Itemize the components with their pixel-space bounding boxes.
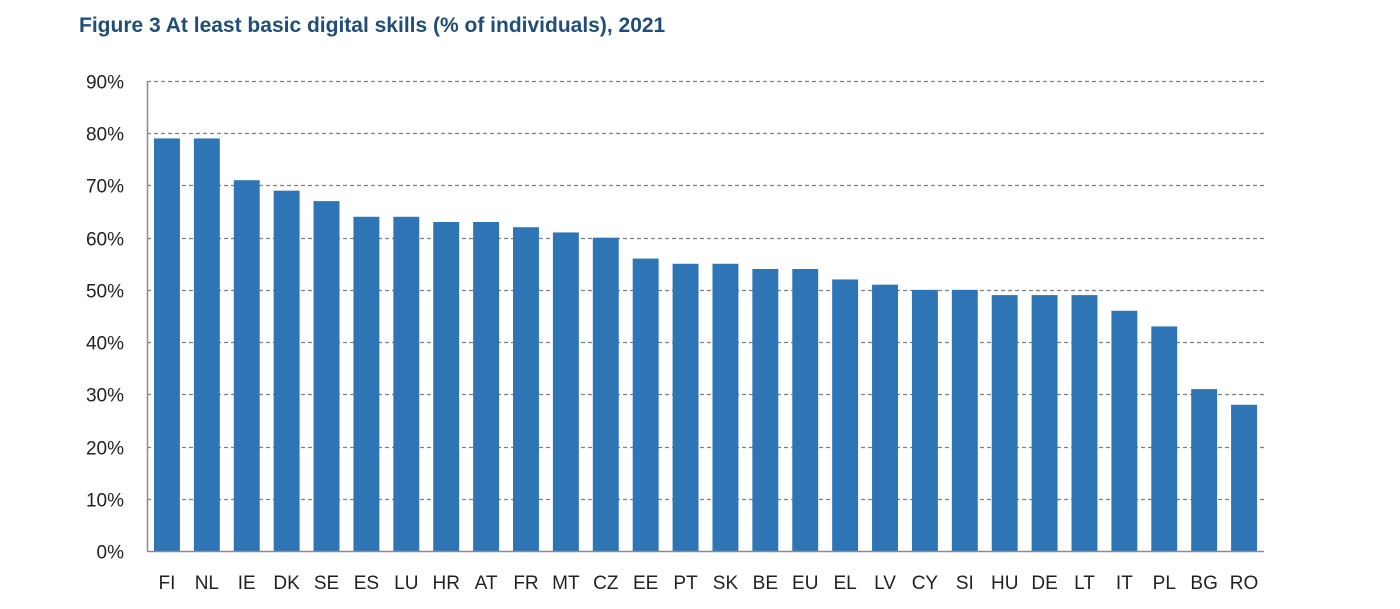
y-tick-label: 60% [86, 230, 124, 251]
y-tick-label: 80% [86, 125, 124, 146]
y-tick-label: 20% [86, 439, 124, 460]
bar-pt [672, 263, 699, 551]
x-tick-label: NL [195, 573, 219, 594]
y-tick-label: 70% [86, 177, 124, 198]
bar-ro [1231, 404, 1258, 551]
bar-si [951, 289, 978, 551]
x-tick-label: SK [713, 573, 739, 594]
bar-at [473, 222, 500, 551]
y-tick-label: 90% [86, 73, 124, 94]
chart-title: Figure 3 At least basic digital skills (… [79, 14, 666, 37]
bar-fi [153, 138, 180, 551]
bar-cy [911, 289, 938, 551]
x-tick-label: EL [834, 573, 857, 594]
x-tick-label: FI [159, 573, 176, 594]
bar-lu [393, 216, 420, 551]
bar-de [1031, 295, 1058, 551]
bar-es [353, 216, 380, 551]
x-tick-label: IT [1116, 573, 1133, 594]
y-tick-label: 30% [86, 386, 124, 407]
x-tick-label: SE [314, 573, 339, 594]
bar-ee [632, 258, 659, 551]
bar-lt [1071, 295, 1098, 551]
bar-lv [872, 284, 898, 551]
x-tick-label: MT [552, 573, 580, 594]
x-tick-label: BG [1190, 573, 1217, 594]
x-tick-label: BE [753, 573, 778, 594]
y-tick-label: 10% [86, 491, 124, 512]
x-tick-label: DK [273, 573, 300, 594]
bar-eu [792, 269, 819, 551]
y-tick-label: 40% [86, 334, 124, 355]
x-tick-label: LT [1074, 573, 1095, 594]
y-tick-label: 50% [86, 282, 124, 303]
x-tick-label: CY [912, 573, 939, 594]
bar-el [832, 279, 859, 551]
x-tick-label: PT [673, 573, 698, 594]
bar-dk [273, 190, 300, 552]
bar-bg [1191, 389, 1218, 551]
bar-hu [991, 295, 1018, 551]
x-tick-label: HR [432, 573, 459, 594]
bar-fr [513, 227, 539, 551]
bar-sk [712, 263, 739, 551]
x-tick-label: AT [475, 573, 498, 594]
x-tick-label: ES [354, 573, 379, 594]
x-tick-label: HU [991, 573, 1018, 594]
x-tick-label: EE [633, 573, 658, 594]
x-tick-label: LU [394, 573, 418, 594]
y-tick-label: 0% [97, 543, 125, 564]
bar-be [752, 269, 779, 551]
x-tick-label: RO [1230, 573, 1259, 594]
x-tick-label: EU [792, 573, 818, 594]
bar-ie [233, 180, 260, 551]
x-tick-label: PL [1153, 573, 1176, 594]
bar-pl [1151, 326, 1178, 551]
x-tick-label: DE [1031, 573, 1057, 594]
x-tick-label: IE [238, 573, 256, 594]
bar-hr [433, 222, 460, 551]
bar-se [313, 201, 340, 552]
bar-it [1111, 310, 1138, 551]
x-tick-label: SI [956, 573, 974, 594]
bar-mt [552, 232, 579, 551]
bar-nl [193, 138, 220, 551]
x-tick-label: FR [513, 573, 538, 594]
bar-cz [592, 237, 619, 552]
x-tick-label: CZ [593, 573, 619, 594]
x-tick-label: LV [874, 573, 896, 594]
